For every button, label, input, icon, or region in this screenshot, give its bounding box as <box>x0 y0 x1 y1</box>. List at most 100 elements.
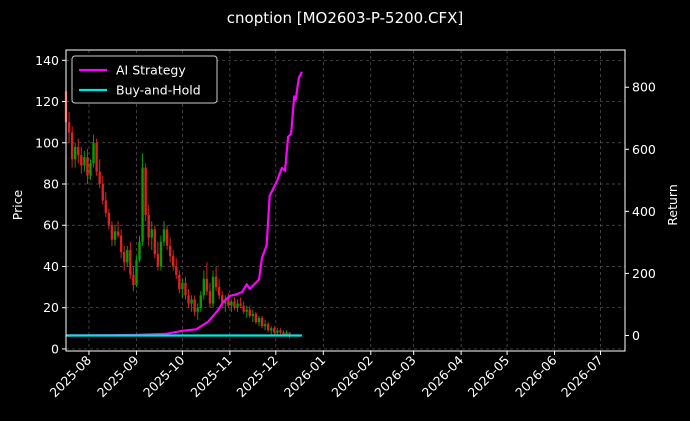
candle-body <box>162 229 166 242</box>
candle-body <box>199 295 202 308</box>
candle-body <box>172 256 175 267</box>
candle-body <box>119 235 123 253</box>
y-axis-label: Price <box>10 189 25 220</box>
candle-body <box>239 303 242 306</box>
candle-body <box>251 313 255 316</box>
candle-body <box>202 278 206 296</box>
candle-body <box>193 299 196 312</box>
candle-body <box>263 324 267 327</box>
candle-body <box>165 229 169 246</box>
y-tick-label: 100 <box>35 135 59 150</box>
candle-body <box>248 309 251 316</box>
candle-body <box>217 287 221 296</box>
candle-body <box>273 328 276 333</box>
candle-body <box>116 231 120 236</box>
legend: AI Strategy Buy-and-Hold <box>71 55 218 104</box>
candle-body <box>214 276 218 288</box>
x-tick-label: 2026-02 <box>328 353 376 401</box>
candle-body <box>245 309 248 312</box>
y-tick-label: 140 <box>35 53 59 68</box>
candle-body <box>73 146 77 160</box>
candle-body <box>101 184 104 201</box>
x-tick-label: 2025-12 <box>233 353 281 401</box>
candle-body <box>181 282 184 290</box>
candle-body <box>242 305 245 312</box>
candle-body <box>113 231 117 240</box>
candle-body <box>184 282 187 296</box>
y2-tick-label: 0 <box>632 328 640 343</box>
x-tick-label: 2025-11 <box>187 353 235 401</box>
x-tick-label: 2026-06 <box>512 352 560 400</box>
x-tick-label: 2026-07 <box>558 353 606 401</box>
series-line-ai-strategy <box>65 71 303 337</box>
x-tick-label: 2026-04 <box>419 352 467 400</box>
y2-tick-label: 200 <box>632 266 656 281</box>
x-tick-label: 2026-03 <box>371 353 419 401</box>
y2-tick-label: 800 <box>632 80 656 95</box>
candle-body <box>77 146 80 156</box>
candle-body <box>98 171 101 185</box>
candle-body <box>257 318 261 323</box>
candle-body <box>224 299 227 304</box>
candle-body <box>67 122 71 133</box>
plot-frame <box>65 49 626 352</box>
candle-body <box>178 274 181 290</box>
candle-body <box>129 249 132 275</box>
candle-body <box>107 212 111 226</box>
x-tick-label: 2025-10 <box>140 352 188 400</box>
y-tick-label: 120 <box>35 94 59 109</box>
y-tick-label: 80 <box>43 177 59 192</box>
y-tick-label: 60 <box>43 218 59 233</box>
candle-body <box>270 328 273 331</box>
candle-body <box>168 245 172 257</box>
legend-box <box>71 55 218 104</box>
candle-body <box>254 313 258 323</box>
candle-body <box>110 225 114 240</box>
candle-body <box>86 157 89 176</box>
candle-body <box>135 260 138 286</box>
candle-body <box>70 132 74 160</box>
candle-body <box>159 241 163 267</box>
candle-body <box>175 266 178 275</box>
candle-body <box>285 332 288 335</box>
candle-body <box>230 301 233 306</box>
candle-body <box>156 254 160 267</box>
candle-body <box>227 299 230 306</box>
x-tick-label: 2025-09 <box>94 352 142 400</box>
y2-tick-label: 600 <box>632 142 656 157</box>
candle-body <box>126 249 129 263</box>
candle-body <box>89 163 92 176</box>
y-tick-label: 20 <box>43 300 59 315</box>
candle-body <box>279 330 282 333</box>
x-tick-label: 2025-08 <box>47 352 95 400</box>
candle-body <box>196 307 199 312</box>
candle-body <box>282 332 285 335</box>
candle-body <box>260 318 264 327</box>
legend-label: AI Strategy <box>116 63 186 78</box>
candle-body <box>147 214 150 238</box>
candle-body <box>266 324 270 331</box>
candle-body <box>211 276 215 304</box>
candle-body <box>141 167 144 242</box>
candle-body <box>92 142 95 164</box>
legend-label: Buy-and-Hold <box>116 83 201 98</box>
x-tick-label: 2026-01 <box>281 353 329 401</box>
candle-body <box>221 295 224 304</box>
y2-tick-label: 400 <box>632 204 656 219</box>
x-tick-label: 2026-05 <box>465 353 513 401</box>
candle-body <box>208 291 212 304</box>
candle-body <box>236 303 239 308</box>
candle-body <box>95 142 98 172</box>
candle-body <box>190 299 193 304</box>
y-tick-label: 0 <box>51 341 59 356</box>
candle-body <box>83 157 86 166</box>
candle-body <box>205 278 209 292</box>
candle-body <box>276 330 279 333</box>
candle-body <box>104 200 108 213</box>
y-tick-label: 40 <box>43 259 59 274</box>
candle-body <box>187 295 190 304</box>
candle-body <box>144 167 147 215</box>
chart-title: cnoption [MO2603-P-5200.CFX] <box>227 9 463 27</box>
y2-axis-label: Return <box>665 184 680 225</box>
